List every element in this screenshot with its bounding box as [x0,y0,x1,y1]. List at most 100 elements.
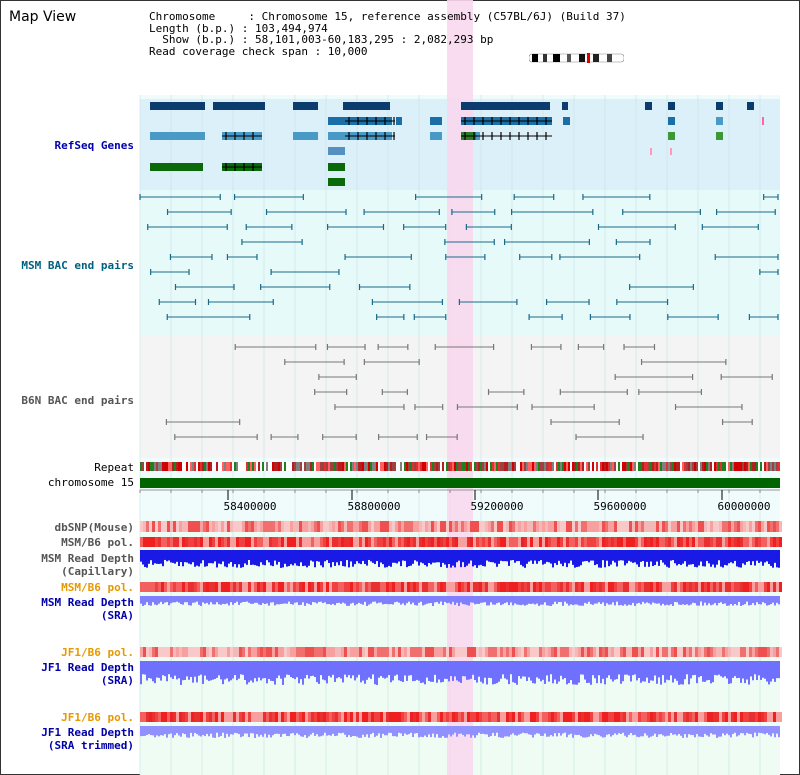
depth-bar [278,726,280,734]
heat-cell [548,647,551,657]
depth-bar [226,661,228,679]
heat-cell [665,537,668,547]
heat-cell [248,537,251,547]
heat-cell [482,582,485,592]
depth-bar [336,550,338,563]
heat-cell [752,712,755,722]
heat-cell [737,647,740,657]
heat-cell [755,521,758,532]
repeat-segment [298,462,300,471]
depth-bar [272,726,274,736]
depth-bar [590,596,592,605]
heat-cell [563,537,566,547]
heat-cell [653,582,656,592]
depth-bar [578,596,580,606]
heat-cell [767,582,770,592]
heat-cell [191,647,194,657]
depth-bar [598,661,600,676]
chromosome-ideogram[interactable] [529,53,624,63]
depth-bar [668,596,670,606]
heat-cell [293,521,296,532]
depth-bar [256,550,258,566]
heat-cell [629,582,632,592]
heat-cell [734,537,737,547]
heat-cell [530,582,533,592]
heat-cell [215,647,218,657]
heat-cell [236,537,239,547]
heat-cell [206,521,209,532]
repeat-segment [602,462,604,471]
depth-bar [672,661,674,683]
repeat-segment [758,462,760,471]
repeat-segment [422,462,424,471]
repeat-segment [684,462,686,471]
depth-bar [438,726,440,738]
heat-cell [353,537,356,547]
heat-cell [743,582,746,592]
gene-exon [293,132,318,140]
depth-bar [616,726,618,735]
heat-cell [464,647,467,657]
depth-bar [366,550,368,566]
heat-cell [311,712,314,722]
heat-cell [374,647,377,657]
depth-bar [302,726,304,737]
depth-bar [452,550,454,566]
depth-bar [522,550,524,567]
depth-bar [282,550,284,568]
depth-bar [566,661,568,685]
depth-bar [222,661,224,685]
depth-bar [690,550,692,565]
heat-cell [725,521,728,532]
depth-bar [320,550,322,566]
repeat-segment [218,462,220,471]
depth-bar [346,550,348,561]
repeat-segment [234,462,236,471]
depth-bar [564,596,566,602]
heat-cell [314,712,317,722]
heat-cell [248,521,251,532]
depth-bar [462,661,464,677]
depth-bar [250,661,252,681]
depth-bar [492,661,494,685]
depth-bar [220,596,222,605]
depth-bar [348,661,350,676]
depth-bar [318,550,320,562]
depth-bar [442,596,444,606]
heat-cell [491,647,494,657]
heat-cell [380,537,383,547]
depth-bar [230,596,232,603]
depth-bar [408,726,410,735]
depth-bar [296,726,298,734]
repeat-segment [464,462,466,471]
depth-bar [580,726,582,737]
gene-exon [328,147,345,155]
heat-cell [752,647,755,657]
repeat-segment [162,462,164,471]
heat-cell [332,582,335,592]
heat-cell [632,712,635,722]
heat-cell [659,647,662,657]
repeat-segment [596,462,598,471]
gene-marker [650,148,652,155]
heat-cell [335,537,338,547]
depth-bar [160,550,162,564]
repeat-segment [210,462,212,471]
heat-cell [359,647,362,657]
depth-bar [582,726,584,738]
depth-bar [700,661,702,677]
repeat-segment [296,462,298,471]
depth-bar [522,661,524,677]
depth-bar [432,661,434,682]
depth-bar [698,661,700,678]
depth-bar [516,550,518,562]
heat-cell [413,712,416,722]
depth-bar [332,596,334,604]
depth-bar [664,661,666,683]
depth-bar [662,726,664,736]
depth-bar [688,661,690,685]
heat-cell [410,537,413,547]
repeat-segment [544,462,546,471]
depth-bar [184,596,186,603]
